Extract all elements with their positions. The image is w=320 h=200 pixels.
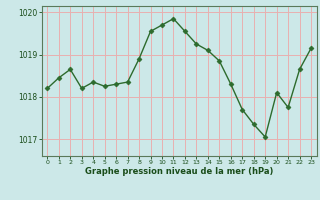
X-axis label: Graphe pression niveau de la mer (hPa): Graphe pression niveau de la mer (hPa): [85, 167, 273, 176]
